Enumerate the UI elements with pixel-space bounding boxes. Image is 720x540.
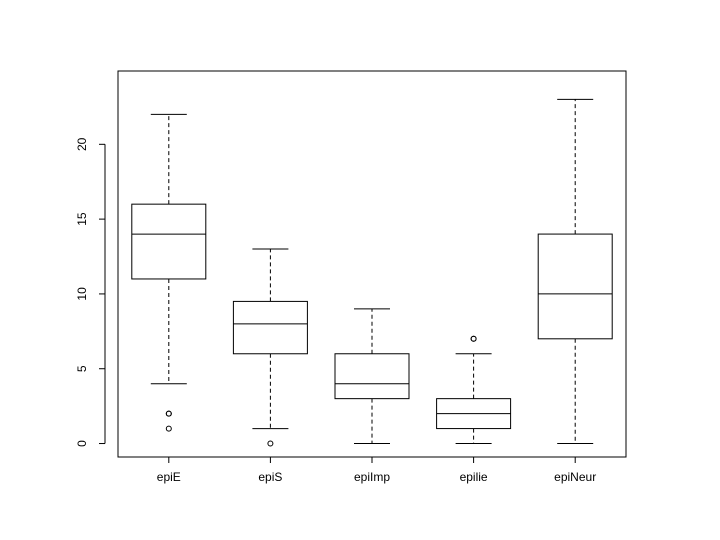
x-tick-label: epiImp xyxy=(354,470,390,484)
x-tick-label: epilie xyxy=(460,470,488,484)
x-tick-label: epiNeur xyxy=(554,470,596,484)
boxes-layer xyxy=(131,98,613,447)
iqr-box xyxy=(232,300,308,355)
box-epiS xyxy=(232,248,308,447)
iqr-box xyxy=(131,203,207,280)
outlier-point xyxy=(267,440,274,447)
x-tick-label: epiS xyxy=(258,470,282,484)
box-epilie xyxy=(436,335,512,445)
x-axis: epiE epiS epiImp epilie epiNeur xyxy=(157,456,596,484)
box-epiImp xyxy=(334,308,410,445)
box-epiNeur xyxy=(537,98,613,445)
y-axis: 0 5 10 15 20 xyxy=(75,137,106,447)
outlier-point xyxy=(470,335,477,342)
box-epiE xyxy=(131,113,207,432)
outlier-point xyxy=(165,410,172,417)
y-tick-label: 0 xyxy=(75,440,89,447)
iqr-box xyxy=(334,353,410,400)
y-tick-label: 10 xyxy=(75,287,89,301)
x-tick-label: epiE xyxy=(157,470,181,484)
iqr-box xyxy=(537,233,613,340)
y-tick-label: 15 xyxy=(75,212,89,226)
outlier-point xyxy=(165,425,172,432)
y-tick-label: 20 xyxy=(75,137,89,151)
y-tick-label: 5 xyxy=(75,365,89,372)
